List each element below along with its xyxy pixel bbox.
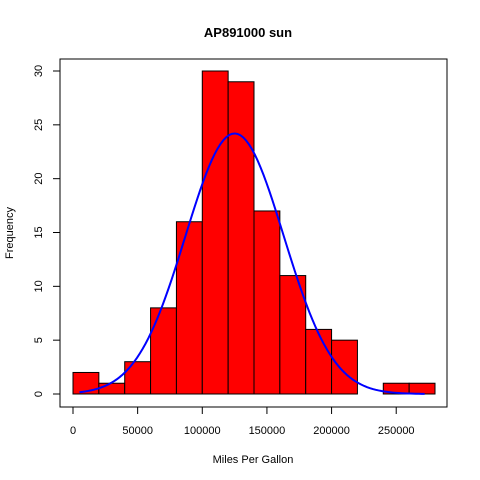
histogram-bar	[150, 307, 177, 395]
y-tick-label: 10	[33, 280, 45, 292]
y-axis-label: Frequency	[4, 207, 16, 259]
chart-title: AP891000 sun	[204, 25, 292, 40]
x-tick-label: 150000	[249, 425, 286, 437]
y-axis: 0 5 10 15 20 25 30	[33, 65, 61, 397]
x-tick-label: 50000	[122, 425, 153, 437]
density-curve-group	[79, 132, 425, 395]
x-tick-label: 0	[70, 425, 76, 437]
histogram-bar	[305, 328, 333, 395]
x-axis-label: Miles Per Gallon	[213, 454, 294, 466]
x-tick-label: 100000	[184, 425, 221, 437]
histogram-bar	[175, 221, 203, 395]
y-tick-label: 15	[33, 226, 45, 238]
x-tick-label: 200000	[313, 425, 350, 437]
histogram-bar	[124, 361, 152, 395]
y-tick-label: 25	[33, 119, 45, 131]
y-tick-label: 5	[33, 337, 45, 343]
histogram-bar	[227, 81, 255, 395]
y-tick-label: 0	[33, 391, 45, 397]
histogram-bar	[331, 339, 358, 395]
histogram-bar	[279, 275, 307, 395]
density-curve-line	[79, 132, 425, 395]
histogram-bar	[201, 70, 229, 395]
x-axis: 0 50000 100000 150000 200000 250000	[70, 406, 415, 437]
histogram-bar	[253, 210, 281, 395]
bars-group	[72, 70, 436, 395]
histogram-bar	[408, 382, 436, 395]
y-tick-label: 30	[33, 65, 45, 77]
x-tick-label: 250000	[378, 425, 415, 437]
histogram-bar	[98, 382, 126, 395]
y-tick-label: 20	[33, 173, 45, 185]
